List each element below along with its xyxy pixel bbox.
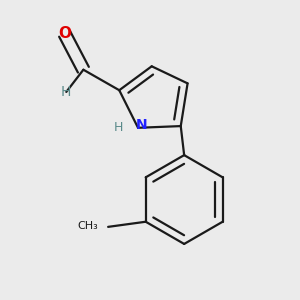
- Text: CH₃: CH₃: [77, 221, 98, 231]
- Text: N: N: [136, 118, 147, 132]
- Text: O: O: [58, 26, 71, 41]
- Text: H: H: [61, 85, 71, 99]
- Text: H: H: [113, 121, 123, 134]
